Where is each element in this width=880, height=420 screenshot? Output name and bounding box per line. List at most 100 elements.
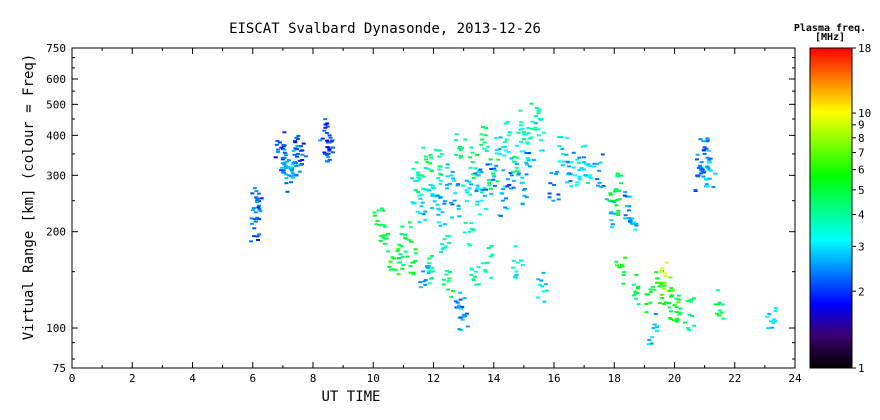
echo-point	[254, 190, 259, 193]
echo-point	[655, 277, 660, 280]
echo-point	[543, 283, 548, 286]
echo-point	[415, 210, 420, 213]
echo-point	[430, 270, 435, 273]
echo-point	[325, 146, 330, 149]
echo-point	[512, 155, 517, 158]
echo-point	[426, 265, 431, 268]
echo-point	[502, 140, 507, 143]
echo-point	[530, 120, 535, 123]
echo-point	[702, 152, 707, 155]
echo-point	[678, 307, 683, 310]
echo-point	[521, 150, 526, 153]
echo-point	[440, 248, 445, 251]
colorbar-tick-label: 10	[858, 107, 871, 120]
echo-point	[520, 264, 525, 266]
echo-point	[435, 203, 440, 206]
echo-point	[440, 243, 444, 246]
echo-point	[488, 187, 493, 190]
echo-point	[648, 290, 653, 293]
echo-point	[458, 298, 463, 301]
echo-point	[662, 281, 667, 284]
echo-point	[671, 289, 676, 292]
echo-point	[711, 186, 716, 188]
echo-point	[479, 191, 484, 194]
echo-point	[411, 272, 416, 274]
echo-point	[455, 184, 460, 187]
echo-point	[514, 270, 519, 273]
echo-point	[459, 146, 464, 149]
echo-point	[617, 190, 622, 192]
echo-point	[675, 318, 679, 320]
colorbar-unit: [MHz]	[815, 32, 845, 43]
echo-point	[456, 207, 461, 210]
echo-point	[595, 163, 600, 166]
echo-point	[468, 193, 473, 196]
echo-point	[486, 247, 491, 249]
colorbar-tick-label: 6	[858, 164, 865, 177]
echo-point	[469, 222, 474, 225]
echo-point	[459, 307, 463, 310]
echo-point	[469, 227, 474, 230]
echo-point	[520, 176, 525, 179]
echo-point	[427, 282, 432, 285]
echo-point	[628, 219, 633, 222]
echo-point	[484, 262, 489, 265]
echo-point	[583, 162, 588, 165]
echo-point	[619, 174, 623, 177]
x-tick-label: 4	[189, 372, 196, 385]
echo-point	[421, 175, 426, 178]
echo-point	[468, 166, 473, 169]
chart-title: EISCAT Svalbard Dynasonde, 2013-12-26	[229, 21, 541, 37]
echo-point	[554, 172, 558, 175]
echo-point	[252, 235, 256, 238]
echo-point	[436, 177, 440, 179]
echo-point	[301, 142, 306, 145]
echo-point	[464, 312, 469, 315]
echo-point	[707, 177, 712, 180]
echo-point	[612, 199, 617, 202]
echo-point	[460, 184, 465, 187]
echo-point	[484, 127, 489, 130]
echo-point	[547, 192, 552, 195]
echo-point	[282, 171, 287, 174]
echo-point	[467, 230, 472, 233]
echo-point	[509, 157, 514, 160]
echo-point	[560, 164, 565, 167]
echo-point	[561, 152, 566, 155]
echo-point	[426, 271, 431, 274]
echo-point	[659, 293, 664, 296]
echo-point	[601, 185, 606, 187]
echo-point	[676, 301, 681, 304]
echo-point	[435, 194, 440, 197]
echo-point	[573, 174, 578, 177]
echo-point	[766, 327, 771, 330]
echo-point	[436, 213, 441, 216]
echo-point	[615, 175, 620, 178]
echo-point	[284, 173, 289, 176]
echo-point	[632, 294, 636, 297]
echo-point	[620, 265, 625, 268]
echo-point	[612, 201, 617, 204]
echo-point	[408, 271, 413, 274]
echo-point	[503, 206, 508, 209]
echo-point	[289, 181, 293, 184]
echo-point	[520, 203, 525, 206]
echo-point	[489, 192, 494, 195]
echo-point	[430, 192, 435, 195]
echo-point	[475, 153, 480, 156]
x-tick-label: 2	[129, 372, 136, 385]
echo-point	[772, 318, 777, 321]
echo-point	[509, 187, 513, 190]
echo-point	[529, 136, 534, 139]
echo-point	[571, 151, 576, 154]
echo-point	[536, 128, 541, 131]
echo-point	[421, 213, 426, 215]
echo-point	[469, 274, 474, 277]
echo-point	[475, 184, 480, 187]
echo-point	[488, 255, 493, 258]
echo-point	[634, 224, 639, 227]
echo-point	[579, 167, 584, 170]
echo-point	[536, 296, 541, 299]
echo-point	[458, 316, 463, 319]
echo-point	[449, 202, 453, 204]
